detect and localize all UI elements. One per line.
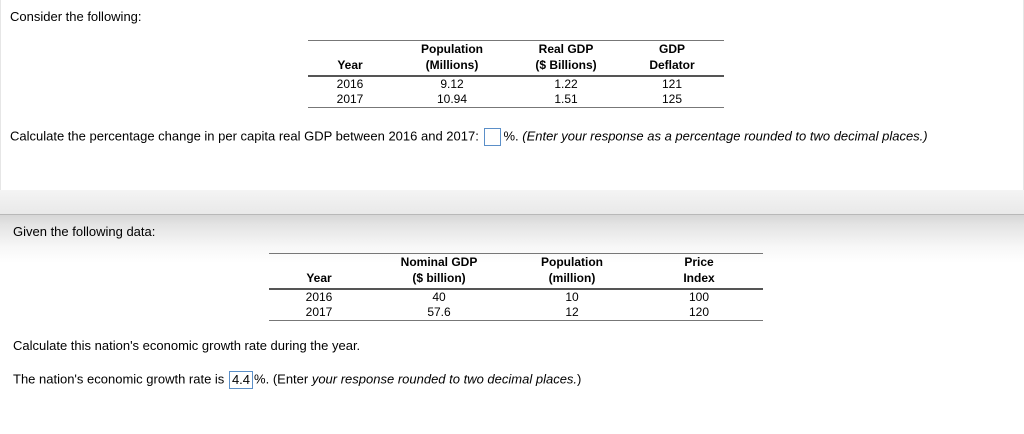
problem-2-table: Year Nominal GDP ($ billion) Population (m… bbox=[269, 253, 763, 321]
cell-gdp-deflator: 121 bbox=[661, 77, 683, 91]
cell-year: 2017 bbox=[336, 92, 364, 106]
problem-1-table: Year Population (Millions) Real GDP ($ Bil… bbox=[308, 40, 724, 108]
cell-price-index: 120 bbox=[688, 305, 710, 319]
cell-real-gdp: 1.22 bbox=[554, 77, 578, 91]
col-header-price-index: Price Index bbox=[635, 253, 763, 290]
problem-1-question-line: Calculate the percentage change in per c… bbox=[10, 128, 928, 146]
percent-unit: %. bbox=[254, 371, 270, 387]
col-header-year: Year bbox=[308, 40, 392, 77]
problem-2-question: Calculate this nation's economic growth … bbox=[13, 338, 361, 353]
cell-population: 9.12 bbox=[440, 77, 464, 91]
answer-input-2[interactable]: 4.4 bbox=[228, 371, 254, 389]
cell-gdp-deflator: 125 bbox=[661, 92, 683, 106]
table-row: 2016 9.12 1.22 121 bbox=[308, 76, 724, 92]
problem-2-answer-line: The nation's economic growth rate is 4.4… bbox=[13, 371, 581, 389]
answer-input-1[interactable] bbox=[484, 128, 502, 146]
problem-1-intro: Consider the following: bbox=[10, 9, 142, 24]
problem-2-panel: Given the following data: bbox=[0, 214, 1024, 434]
col-header-real-gdp: Real GDP ($ Billions) bbox=[512, 40, 620, 77]
problem-1-instruction: (Enter your response as a percentage rou… bbox=[522, 128, 928, 144]
problem-1-panel: Consider the following: Year Population(… bbox=[0, 0, 1024, 191]
cell-nominal-gdp: 57.6 bbox=[427, 305, 451, 319]
col-header-gdp-deflator: GDP Deflator bbox=[620, 40, 724, 77]
table-row: 2016 40 10 100 bbox=[269, 289, 763, 305]
separator-band bbox=[0, 190, 1024, 214]
cell-year: 2017 bbox=[305, 305, 333, 319]
percent-unit: %. bbox=[503, 128, 519, 144]
cell-population: 10 bbox=[565, 290, 579, 304]
cell-population: 12 bbox=[565, 305, 579, 319]
col-header-population: Population (million) bbox=[509, 253, 635, 290]
cell-price-index: 100 bbox=[688, 290, 710, 304]
table-row: 2017 57.6 12 120 bbox=[269, 305, 763, 321]
problem-2-intro: Given the following data: bbox=[13, 224, 156, 239]
table-row: 2017 10.94 1.51 125 bbox=[308, 92, 724, 108]
cell-year: 2016 bbox=[336, 77, 364, 91]
col-header-population: Population (Millions) bbox=[392, 40, 512, 77]
cell-nominal-gdp: 40 bbox=[432, 290, 446, 304]
problem-1-question: Calculate the percentage change in per c… bbox=[10, 128, 479, 144]
cell-real-gdp: 1.51 bbox=[554, 92, 578, 106]
problem-2-instruction: (Enter your response rounded to two deci… bbox=[272, 371, 582, 387]
answer-prefix: The nation's economic growth rate is bbox=[13, 371, 225, 387]
cell-population: 10.94 bbox=[436, 92, 468, 106]
col-header-nominal-gdp: Nominal GDP ($ billion) bbox=[369, 253, 509, 290]
cell-year: 2016 bbox=[305, 290, 333, 304]
col-header-year: Year bbox=[269, 253, 369, 290]
